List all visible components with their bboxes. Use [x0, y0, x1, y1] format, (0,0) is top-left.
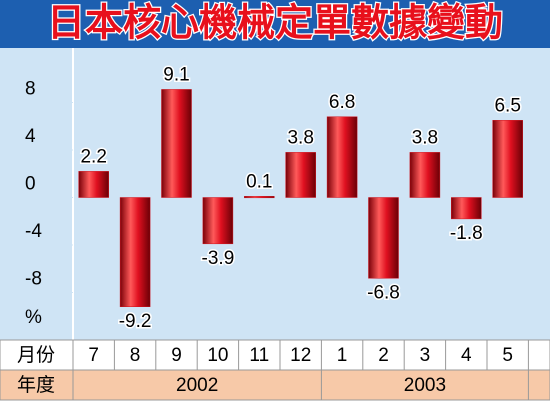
- bar: [409, 152, 441, 198]
- data-label: -6.8: [367, 282, 400, 303]
- bar: [285, 152, 316, 198]
- x-tick-label: 12: [290, 345, 311, 366]
- data-label: -9.2: [119, 311, 152, 332]
- year-label: 2002: [176, 375, 218, 396]
- bar: [368, 197, 399, 279]
- bar: [451, 197, 482, 220]
- x-tick-label: 10: [207, 345, 228, 366]
- x-tick-label: 1: [337, 345, 348, 366]
- y-tick-label: 8: [25, 79, 36, 100]
- bar: [244, 196, 275, 199]
- x-tick-label: 5: [502, 345, 513, 366]
- bar: [326, 116, 358, 198]
- data-label: 9.1: [163, 64, 189, 85]
- y-tick-label: -4: [25, 221, 42, 242]
- x-tick-label: 11: [249, 345, 269, 366]
- x-tick-label: 2: [378, 345, 389, 366]
- chart-title: 日本核心機械定單數據變動: [47, 1, 503, 45]
- y-tick-label: 4: [25, 126, 36, 147]
- month-row: [0, 339, 550, 371]
- bar: [202, 197, 234, 245]
- row-header: 年度: [17, 374, 55, 396]
- data-label: 2.2: [80, 146, 106, 167]
- data-label: 6.8: [329, 92, 355, 113]
- bar: [492, 120, 523, 198]
- x-tick-label: 8: [130, 345, 141, 366]
- x-tick-label: 7: [88, 345, 99, 366]
- y-tick-label: -8: [25, 269, 42, 290]
- data-label: 6.5: [494, 95, 520, 116]
- data-label: 3.8: [287, 127, 313, 148]
- data-label: -1.8: [450, 223, 483, 244]
- x-tick-label: 4: [461, 345, 472, 366]
- x-tick-label: 3: [420, 345, 431, 366]
- bar: [78, 171, 109, 198]
- bar: [161, 89, 192, 198]
- year-label: 2003: [404, 375, 446, 396]
- data-label: 0.1: [246, 171, 272, 192]
- data-label: -3.9: [202, 248, 235, 269]
- year-row: [0, 369, 550, 401]
- title-band: [0, 0, 550, 48]
- x-tick-label: 9: [171, 345, 182, 366]
- y-unit-label: %: [25, 307, 42, 328]
- data-label: 3.8: [412, 127, 438, 148]
- bar: [119, 197, 151, 307]
- y-tick-label: 0: [25, 174, 36, 195]
- row-header: 月份: [17, 344, 55, 366]
